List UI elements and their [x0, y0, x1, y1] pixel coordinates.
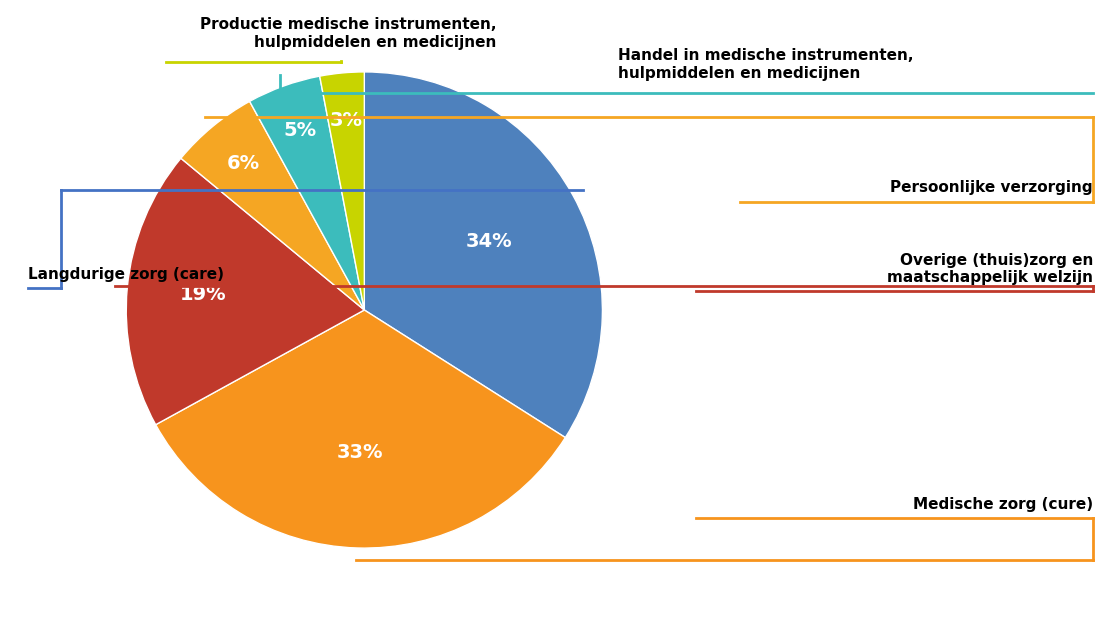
Text: Overige (thuis)zorg en
maatschappelijk welzijn: Overige (thuis)zorg en maatschappelijk w…: [887, 253, 1093, 285]
Wedge shape: [156, 310, 565, 548]
Text: Persoonlijke verzorging: Persoonlijke verzorging: [890, 180, 1093, 195]
Text: 33%: 33%: [337, 443, 383, 463]
Text: 19%: 19%: [180, 285, 226, 304]
Text: 6%: 6%: [226, 154, 259, 173]
Text: Medische zorg (cure): Medische zorg (cure): [913, 497, 1093, 511]
Text: 3%: 3%: [330, 111, 363, 130]
Wedge shape: [320, 72, 364, 310]
Wedge shape: [250, 76, 364, 310]
Text: Handel in medische instrumenten,
hulpmiddelen en medicijnen: Handel in medische instrumenten, hulpmid…: [618, 48, 914, 81]
Text: Productie medische instrumenten,
hulpmiddelen en medicijnen: Productie medische instrumenten, hulpmid…: [200, 17, 497, 50]
Wedge shape: [181, 101, 364, 310]
Text: 5%: 5%: [284, 122, 317, 140]
Text: Langdurige zorg (care): Langdurige zorg (care): [28, 267, 224, 282]
Wedge shape: [364, 72, 603, 438]
Wedge shape: [126, 158, 364, 425]
Text: 34%: 34%: [466, 232, 513, 250]
